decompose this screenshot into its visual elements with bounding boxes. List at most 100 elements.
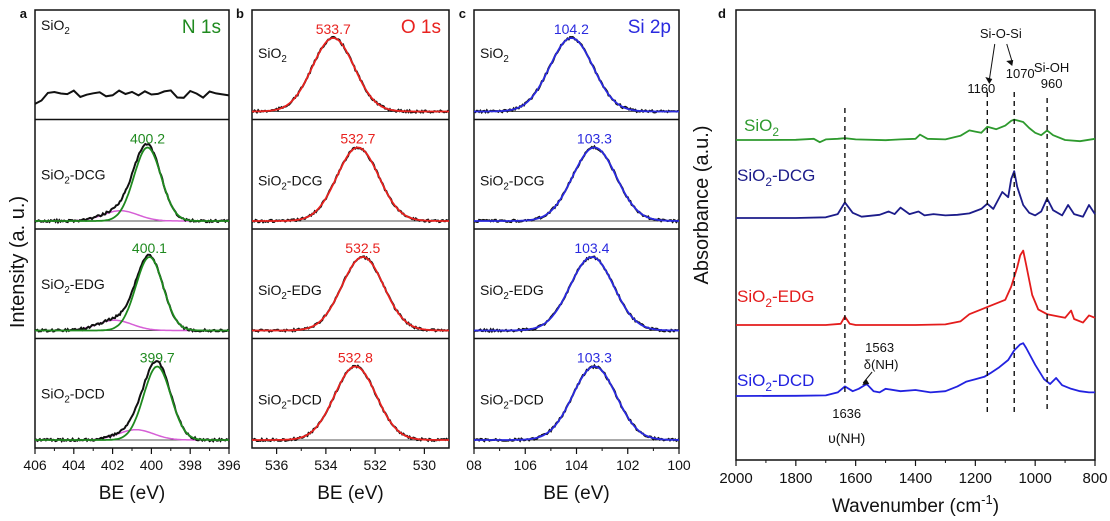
- spectrum-fit: [252, 365, 449, 441]
- x-tick-label: 1800: [779, 470, 812, 487]
- sample-label: SiO2: [258, 45, 287, 65]
- spectrum-fit: [35, 365, 229, 441]
- panel-letter: c: [459, 6, 466, 21]
- x-tick-label: 400: [140, 457, 164, 473]
- panel-letter: a: [20, 6, 28, 21]
- series-label: SiO2: [744, 116, 779, 139]
- annotation-nu-nh: υ(NH): [828, 430, 865, 446]
- x-tick-label: 104: [565, 457, 589, 473]
- x-tick-label: 102: [616, 457, 640, 473]
- peak-label: 103.3: [577, 350, 612, 366]
- panel-b-o1s: b O 1s 536 534 532 530 BE (eV) SiO2 533.7 SiO2-DC…: [236, 6, 450, 504]
- peak-label: 400.1: [132, 240, 167, 256]
- x-tick-label: 1000: [1018, 470, 1051, 487]
- spectrum-raw: [473, 35, 680, 114]
- peak-label: 103.3: [577, 131, 612, 147]
- ftir-spectrum: [735, 342, 1095, 397]
- panel-a-n1s: a N 1s 406 404 402 400 398 396 BE (eV) SiO2 SiO2-D…: [20, 6, 241, 504]
- x-tick-label: 534: [314, 457, 338, 473]
- x-tick-label: 1200: [959, 470, 992, 487]
- panel-element-title: Si 2p: [628, 17, 671, 38]
- sample-label: SiO2-EDG: [41, 276, 105, 296]
- peak-label: 532.8: [338, 350, 373, 366]
- annotation-arrow: [988, 43, 996, 81]
- minor-component-curve: [35, 319, 229, 332]
- panel-element-title: O 1s: [401, 17, 441, 38]
- spectrum-fit: [474, 365, 679, 441]
- x-axis-label: BE (eV): [543, 483, 610, 504]
- annotation-si-o-si: Si-O-Si: [980, 26, 1022, 41]
- peak-label: 104.2: [554, 21, 589, 37]
- spectrum-raw: [34, 89, 230, 105]
- peak-label: 532.5: [345, 240, 380, 256]
- sample-label: SiO2: [41, 17, 70, 37]
- ftir-spectrum: [736, 249, 1096, 326]
- annotation-arrow: [1006, 43, 1013, 63]
- x-tick-label: 106: [514, 457, 538, 473]
- x-tick-label: 08: [466, 457, 482, 473]
- x-tick-label: 532: [363, 457, 387, 473]
- ftir-spectrum: [736, 170, 1096, 219]
- spectrum-fit: [35, 146, 229, 222]
- x-tick-label: 100: [667, 457, 691, 473]
- peak-label: 399.7: [140, 350, 175, 366]
- sample-label: SiO2-DCG: [258, 173, 323, 193]
- x-axis-label: Wavenumber (cm-1): [832, 492, 999, 517]
- annotation-delta-nh: δ(NH): [864, 357, 899, 372]
- sample-label: SiO2-DCG: [41, 167, 106, 187]
- x-tick-label: 406: [23, 457, 47, 473]
- x-tick-label: 536: [265, 457, 289, 473]
- series-label: SiO2-DCG: [737, 166, 815, 189]
- arrow-head: [862, 379, 870, 385]
- panel-letter: b: [236, 6, 244, 21]
- x-tick-label: 1400: [899, 470, 932, 487]
- spectrum-fit: [252, 256, 449, 332]
- sample-label: SiO2-DCD: [41, 386, 105, 406]
- x-tick-label: 402: [101, 457, 125, 473]
- spectrum-fit: [252, 146, 449, 222]
- x-axis-label: BE (eV): [99, 483, 166, 504]
- peak-label: 532.7: [340, 131, 375, 147]
- sample-label: SiO2-EDG: [258, 282, 322, 302]
- y-axis-label-absorbance: Absorbance (a.u.): [691, 126, 713, 285]
- x-tick-label: 396: [217, 457, 241, 473]
- annotation-1563: 1563: [865, 340, 894, 355]
- spectrum-fit: [474, 37, 679, 113]
- panel-c-si2p: c Si 2p 08 106 104 102 100 BE (eV) SiO2 104.2 SiO2…: [459, 6, 691, 504]
- peak-label: 103.4: [574, 240, 609, 256]
- panel-letter: d: [718, 6, 726, 21]
- spectrum-fit: [35, 256, 229, 332]
- spectrum-fit: [252, 37, 449, 113]
- annotation-si-oh: Si-OH: [1034, 60, 1069, 75]
- series-label: SiO2-EDG: [737, 287, 814, 310]
- sample-label: SiO2-DCD: [480, 392, 544, 412]
- annotation-960: 960: [1041, 76, 1063, 91]
- spectrum-raw: [251, 35, 450, 115]
- x-tick-label: 530: [413, 457, 437, 473]
- panel-d-ftir: d 2000 1800 1600 1400 1200 1000 800 Wavenumber (…: [718, 6, 1107, 517]
- x-tick-label: 800: [1082, 470, 1107, 487]
- arrow-head: [1006, 60, 1014, 66]
- y-axis-label-intensity: Intensity (a. u.): [7, 196, 29, 328]
- peak-label: 400.2: [130, 131, 165, 147]
- sample-label: SiO2: [480, 45, 509, 65]
- x-tick-label: 1600: [839, 470, 872, 487]
- sample-label: SiO2-EDG: [480, 282, 544, 302]
- panel-element-title: N 1s: [182, 17, 221, 38]
- annotation-arrow: [862, 371, 873, 384]
- spectrum-fit: [474, 256, 679, 332]
- sample-label: SiO2-DCG: [480, 173, 545, 193]
- arrow-head: [985, 77, 993, 84]
- sample-label: SiO2-DCD: [258, 392, 322, 412]
- x-tick-label: 398: [179, 457, 203, 473]
- ftir-spectrum: [736, 118, 1096, 144]
- x-tick-label: 404: [62, 457, 86, 473]
- series-label: SiO2-DCD: [737, 371, 814, 394]
- x-axis-label: BE (eV): [317, 483, 384, 504]
- annotation-1636: 1636: [832, 406, 861, 421]
- x-tick-label: 2000: [719, 470, 752, 487]
- peak-label: 533.7: [316, 21, 351, 37]
- annotation-1070: 1070: [1006, 66, 1035, 81]
- spectrum-fit: [474, 146, 679, 222]
